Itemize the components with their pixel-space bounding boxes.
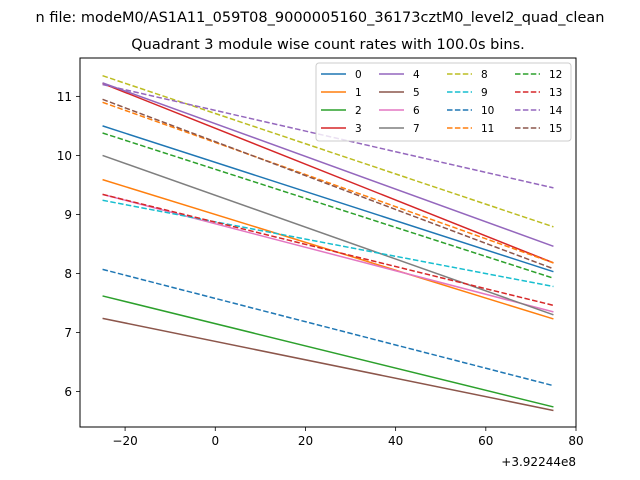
y-tick-label: 8 (64, 267, 72, 281)
x-tick-label: 80 (568, 434, 583, 448)
legend-label-6: 6 (413, 105, 420, 117)
series-line-3 (102, 82, 554, 264)
x-tick-label: 60 (478, 434, 493, 448)
legend-label-3: 3 (355, 123, 362, 135)
series-line-2 (102, 295, 554, 408)
axes-frame (79, 57, 577, 428)
legend-frame (315, 62, 572, 142)
series-line-9 (102, 199, 554, 288)
series-line-15 (102, 98, 554, 270)
legend-label-11: 11 (481, 123, 494, 135)
y-tick-label: 6 (64, 385, 72, 399)
figure-suptitle: n file: modeM0/AS1A11_059T08_9000005160_… (36, 10, 605, 26)
x-offset-label: +3.92244e8 (501, 455, 576, 469)
series-line-13 (102, 193, 554, 307)
series-line-5 (102, 317, 554, 412)
legend-label-10: 10 (481, 105, 494, 117)
legend-label-14: 14 (549, 105, 563, 117)
y-tick-label: 10 (57, 149, 72, 163)
legend-label-2: 2 (355, 105, 362, 117)
series-line-4 (102, 82, 554, 248)
series-line-11 (102, 101, 554, 264)
series-line-7 (102, 154, 554, 316)
x-tick-label: 0 (211, 434, 219, 448)
series-line-12 (102, 132, 554, 279)
legend-label-9: 9 (481, 87, 488, 99)
legend-label-13: 13 (549, 87, 562, 99)
y-tick-label: 11 (57, 90, 72, 104)
chart-title: Quadrant 3 module wise count rates with … (131, 37, 525, 53)
legend-label-5: 5 (413, 87, 420, 99)
series-line-8 (102, 74, 554, 228)
legend-label-7: 7 (413, 123, 420, 135)
series-line-6 (102, 193, 554, 313)
legend-label-8: 8 (481, 69, 488, 81)
x-axis-ticks: −20 0 20 40 60 80 (112, 427, 584, 448)
legend-label-15: 15 (549, 123, 562, 135)
series-line-0 (102, 125, 554, 273)
legend-label-12: 12 (549, 69, 562, 81)
legend-label-1: 1 (355, 87, 362, 99)
y-tick-label: 7 (64, 326, 72, 340)
y-axis-ticks: 6 7 8 9 10 11 (57, 90, 80, 399)
legend-label-4: 4 (413, 69, 420, 81)
x-tick-label: 20 (298, 434, 313, 448)
series-line-10 (102, 268, 554, 387)
x-tick-label: −20 (112, 434, 137, 448)
plot-lines (102, 74, 554, 412)
legend-label-0: 0 (355, 69, 362, 81)
y-tick-label: 9 (64, 208, 72, 222)
x-tick-label: 40 (388, 434, 403, 448)
